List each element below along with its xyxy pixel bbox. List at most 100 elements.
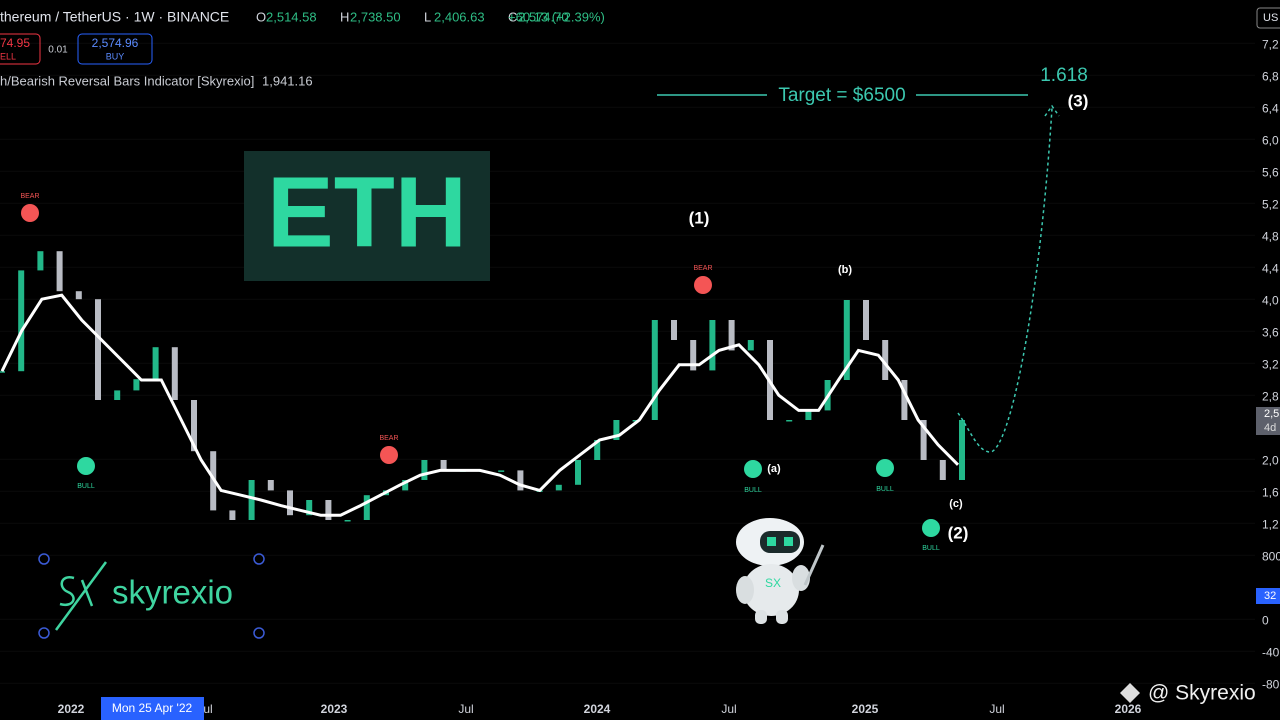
logo-text: skyrexio <box>112 574 233 611</box>
ohlc-value: 2,574.70 <box>518 9 569 24</box>
candle <box>363 495 370 520</box>
bull-signal <box>77 457 95 475</box>
candle <box>939 460 946 480</box>
signal-label: BEAR <box>379 435 398 442</box>
candle <box>690 340 697 371</box>
candle <box>843 300 850 380</box>
candle <box>114 390 121 400</box>
candle <box>133 379 140 391</box>
y-tick-label: 1,2 <box>1262 517 1279 531</box>
x-tick-label: 2022 <box>58 702 85 716</box>
candle <box>805 410 812 420</box>
candle <box>0 371 5 373</box>
y-tick-label: 4,0 <box>1262 293 1279 307</box>
bull-signal <box>744 460 762 478</box>
y-tick-label: 6,0 <box>1262 133 1279 147</box>
indicator-name: h/Bearish Reversal Bars Indicator [Skyre… <box>0 73 254 88</box>
candle <box>498 470 505 472</box>
y-tick-label: 3,6 <box>1262 325 1279 339</box>
candle <box>267 480 274 491</box>
indicator-value: 1,941.16 <box>262 73 313 88</box>
sell-label: ELL <box>0 51 16 61</box>
candle <box>287 490 293 516</box>
change: +60.13 (+2.39%) <box>508 9 605 24</box>
ohlc-key: C <box>508 9 517 24</box>
target-label: Target = $6500 <box>778 85 905 106</box>
y-tick-label: -40 <box>1262 645 1280 659</box>
wave-label: (b) <box>838 264 852 276</box>
projection-arrow <box>1044 104 1060 117</box>
watermark: @ Skyrexio <box>1148 682 1256 705</box>
candle <box>248 480 255 520</box>
currency-button[interactable] <box>1256 7 1280 29</box>
signal-label: BULL <box>744 487 762 494</box>
candle <box>325 500 332 520</box>
y-tick-label: 800 <box>1262 549 1280 563</box>
candle <box>901 380 908 420</box>
y-tick-label: 5,2 <box>1262 197 1279 211</box>
y-tick-label: 4,4 <box>1262 261 1279 275</box>
crosshair-date-box <box>101 697 204 720</box>
candle <box>152 347 159 380</box>
candle <box>920 420 927 460</box>
countdown: 4d <box>1264 422 1276 434</box>
candle <box>306 500 313 516</box>
candle <box>786 420 793 422</box>
candle <box>344 520 351 522</box>
ohlc-key: H <box>340 9 349 24</box>
ohlc-value: 2,514.58 <box>266 9 317 24</box>
candle <box>402 480 409 491</box>
y-tick-label: 0 <box>1262 613 1269 627</box>
buy-button[interactable] <box>77 33 153 65</box>
candle <box>575 460 581 485</box>
x-tick-label: 2023 <box>321 702 348 716</box>
bear-signal <box>694 276 712 294</box>
wave-label: (c) <box>949 498 963 510</box>
candle <box>95 299 101 400</box>
y-tick-label: 7,2 <box>1262 37 1279 51</box>
y-tick-label: 2,0 <box>1262 453 1279 467</box>
candle <box>671 320 677 340</box>
x-tick-label: 2025 <box>852 702 879 716</box>
wave-label: (2) <box>948 523 969 542</box>
x-tick-label: Jul <box>458 702 473 716</box>
x-tick-label: Jul <box>721 702 736 716</box>
symbol: thereum / TetherUS · 1W · BINANCE <box>0 9 229 25</box>
ohlc-key: O <box>256 9 266 24</box>
bear-signal <box>21 204 39 222</box>
x-tick-label: Jul <box>989 702 1004 716</box>
currency: US <box>1263 12 1278 24</box>
x-tick-label: 2026 <box>1115 702 1142 716</box>
y-tick-label: 6,4 <box>1262 101 1279 115</box>
candle <box>171 347 178 400</box>
watermark-icon <box>1120 683 1140 703</box>
banner: ETH <box>267 156 467 268</box>
svg-text:SX: SX <box>765 576 781 590</box>
ohlc-key: L <box>424 9 431 24</box>
candle <box>709 320 716 371</box>
candle <box>747 340 754 351</box>
moving-average <box>0 293 960 517</box>
sell-button[interactable] <box>0 33 41 65</box>
candle <box>651 320 658 420</box>
wave-label: (1) <box>689 208 710 227</box>
projection <box>957 107 1053 453</box>
wave-label: (a) <box>767 463 781 475</box>
banner-box <box>244 151 490 281</box>
wave-label: (3) <box>1068 91 1089 110</box>
signal-label: BULL <box>922 545 940 552</box>
buy-price: 2,574.96 <box>92 36 139 50</box>
candle <box>555 484 562 491</box>
sell-price: 74.95 <box>0 36 30 50</box>
bear-signal <box>380 446 398 464</box>
price-tag <box>1256 407 1280 435</box>
signal-label: BEAR <box>20 193 39 200</box>
candle <box>613 420 620 440</box>
bull-signal <box>922 519 940 537</box>
spread: 0.01 <box>48 45 68 56</box>
signal-label: BEAR <box>693 265 712 272</box>
y-tick-label: 4,8 <box>1262 229 1279 243</box>
candle <box>229 510 236 520</box>
